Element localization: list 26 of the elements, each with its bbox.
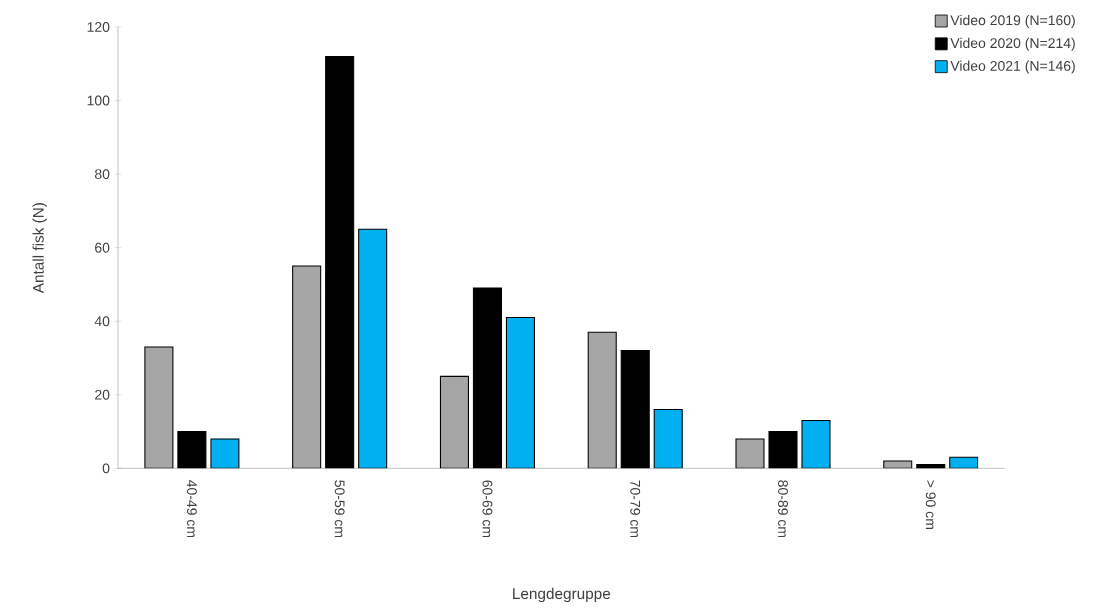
- x-tick-label: 80-89 cm: [778, 480, 788, 538]
- y-tick-label: 120: [87, 22, 110, 32]
- legend-label: Video 2019 (N=160): [950, 14, 1075, 28]
- legend-label: Video 2020 (N=214): [950, 37, 1075, 51]
- bar: [587, 331, 617, 469]
- x-tick-label: 50-59 cm: [334, 480, 345, 538]
- y-tick-label: 40: [94, 316, 110, 327]
- x-axis-title: Lengdegruppe: [513, 587, 611, 603]
- y-tick-label: 20: [95, 389, 110, 400]
- bar: [292, 265, 322, 469]
- y-tick-label: 80: [94, 169, 110, 180]
- x-tick-label: > 90 cm: [925, 480, 936, 529]
- y-axis-title: Antall fisk (N): [32, 203, 47, 294]
- bar: [801, 419, 831, 469]
- x-tick-label: 70-79 cm: [630, 480, 641, 538]
- legend-label: Video 2021 (N=146): [950, 60, 1075, 74]
- bar: [653, 408, 683, 469]
- y-tick-label: 100: [87, 95, 110, 106]
- y-tick-label: 60: [95, 242, 110, 253]
- bar: [505, 317, 535, 469]
- x-tick-label: 40-49 cm: [186, 480, 197, 538]
- x-tick-label: 60-69 cm: [482, 480, 493, 538]
- y-tick-label: 0: [102, 463, 110, 474]
- bar: [439, 375, 469, 469]
- bar: [358, 228, 388, 469]
- bar: [144, 346, 174, 469]
